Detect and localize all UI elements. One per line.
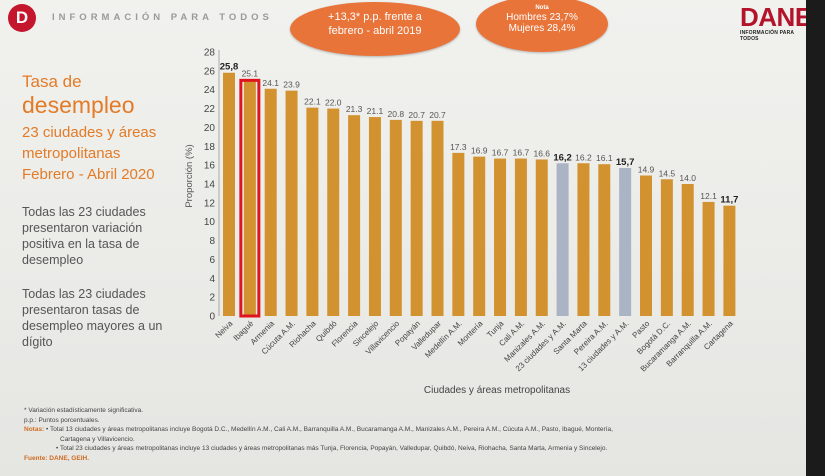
gender-callout: Nota Hombres 23,7% Mujeres 28,4% (476, 0, 608, 52)
gender-note-label: Nota (535, 5, 549, 11)
bar (452, 152, 465, 316)
bar (285, 90, 298, 317)
value-label: 20.7 (429, 110, 446, 120)
source-note: Fuente: DANE, GEIH. (24, 454, 90, 462)
y-tick-label: 14 (204, 180, 216, 191)
dane-brand-logo: DANE INFORMACIÓN PARA TODOS (740, 2, 812, 42)
bar (723, 205, 736, 316)
title-line-3: 23 ciudades y áreas (22, 124, 157, 141)
bar (243, 79, 256, 316)
value-label: 22.1 (304, 97, 321, 107)
bar (306, 107, 319, 316)
value-label: 14.0 (679, 173, 696, 183)
bar (535, 159, 548, 316)
bar (327, 108, 340, 316)
value-label: 22.0 (325, 98, 342, 108)
y-tick-label: 6 (209, 255, 215, 266)
value-label: 23.9 (283, 80, 300, 90)
bar (223, 72, 235, 316)
footnotes: * Variación estadísticamente significati… (24, 406, 804, 463)
footnote-significance: * Variación estadísticamente significati… (24, 407, 144, 414)
y-tick-label: 10 (204, 217, 216, 228)
x-axis-title: Ciudades y áreas metropolitanas (424, 385, 570, 396)
value-label: 15,7 (616, 157, 635, 168)
bar (431, 120, 444, 316)
y-tick-label: 4 (209, 274, 215, 285)
value-label: 17.3 (450, 142, 467, 152)
title-line-2: desempleo (22, 92, 135, 118)
value-label: 14.5 (659, 168, 676, 178)
y-tick-label: 12 (204, 198, 216, 209)
value-label: 21.3 (346, 104, 363, 114)
bar (473, 156, 486, 316)
footnote-13-cities-cont: Cartagena y Villavicencio. (60, 435, 135, 443)
value-label: 16.6 (533, 148, 550, 158)
y-tick-label: 22 (204, 104, 216, 115)
y-tick-label: 28 (204, 48, 216, 59)
paragraph-double-digit: Todas las 23 ciudades presentaron tasas … (22, 287, 163, 349)
value-label: 12.1 (700, 191, 717, 201)
value-label: 24.1 (262, 78, 279, 88)
logo-letter: D (15, 8, 29, 27)
value-label: 11,7 (720, 195, 738, 206)
change-line-2: febrero - abril 2019 (328, 25, 422, 37)
dane-subtitle: INFORMACIÓN PARA TODOS (740, 30, 795, 42)
bar (494, 158, 507, 316)
value-label: 16.7 (513, 148, 530, 158)
title-line-4: metropolitanas (22, 145, 121, 162)
slide: D INFORMACIÓN PARA TODOS +13,3* p.p. fre… (0, 0, 806, 476)
footnote-pp: p.p.: Puntos porcentuales. (24, 416, 100, 424)
bar (577, 163, 590, 316)
bar (598, 164, 611, 316)
y-tick-label: 2 (209, 293, 215, 304)
value-label: 16.2 (575, 152, 592, 162)
value-label: 16.7 (492, 148, 509, 158)
value-label: 14.9 (638, 165, 655, 175)
value-label: 20.7 (408, 110, 425, 120)
women-rate: Mujeres 28,4% (508, 23, 576, 34)
dane-wordmark: DANE (740, 2, 812, 32)
bar (619, 167, 632, 316)
bar (640, 175, 652, 316)
value-label: 16.9 (471, 146, 488, 156)
bar (514, 158, 527, 316)
value-label: 16.1 (596, 153, 613, 163)
y-tick-label: 24 (204, 85, 216, 96)
bar (410, 120, 423, 316)
y-axis-title: Proporción (%) (184, 144, 195, 207)
y-tick-label: 18 (204, 142, 216, 153)
screen-edge (806, 0, 825, 476)
men-rate: Hombres 23,7% (506, 12, 578, 23)
change-line-1: +13,3* p.p. frente a (328, 11, 422, 23)
value-label: 25,8 (220, 62, 239, 73)
bar (389, 119, 402, 316)
y-tick-label: 26 (204, 66, 216, 77)
bar (264, 88, 277, 317)
y-tick-label: 0 (209, 312, 215, 323)
y-tick-label: 8 (209, 236, 215, 247)
title-line-5: Febrero - Abril 2020 (22, 166, 155, 183)
footnote-13-cities: • Total 13 ciudades y áreas metropolitan… (46, 426, 613, 433)
bar (368, 117, 381, 316)
header-tagline: INFORMACIÓN PARA TODOS (52, 12, 273, 23)
y-tick-label: 20 (204, 123, 216, 134)
change-callout: +13,3* p.p. frente a febrero - abril 201… (290, 2, 460, 56)
paragraph-variation: Todas las 23 ciudades presentaron variac… (22, 205, 146, 267)
value-label: 20.8 (388, 109, 405, 119)
bar (702, 201, 715, 316)
bar (348, 115, 361, 317)
notes-label: Notas: (24, 426, 45, 433)
value-label: 25.1 (242, 68, 259, 78)
bar (556, 163, 569, 316)
title-line-1: Tasa de (22, 72, 82, 91)
bar (660, 179, 673, 316)
value-label: 21.1 (367, 106, 384, 116)
y-tick-label: 16 (204, 161, 216, 172)
footnote-23-cities: • Total 23 ciudades y áreas metropolitan… (56, 445, 608, 452)
highlight-box (239, 78, 261, 318)
value-label: 16,2 (553, 152, 572, 163)
dane-round-logo: D (8, 4, 36, 32)
bar (681, 184, 694, 316)
